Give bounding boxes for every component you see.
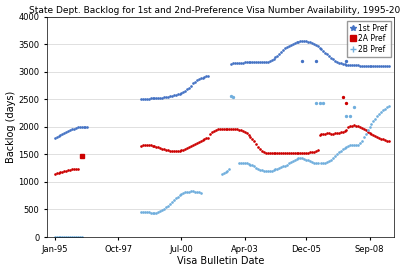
Title: State Dept. Backlog for 1st and 2nd-Preference Visa Number Availability, 1995-20: State Dept. Backlog for 1st and 2nd-Pref…	[29, 5, 400, 15]
Y-axis label: Backlog (days): Backlog (days)	[6, 91, 16, 163]
Legend: 1st Pref, 2A Pref, 2B Pref: 1st Pref, 2A Pref, 2B Pref	[347, 21, 391, 57]
X-axis label: Visa Bulletin Date: Visa Bulletin Date	[177, 256, 264, 267]
